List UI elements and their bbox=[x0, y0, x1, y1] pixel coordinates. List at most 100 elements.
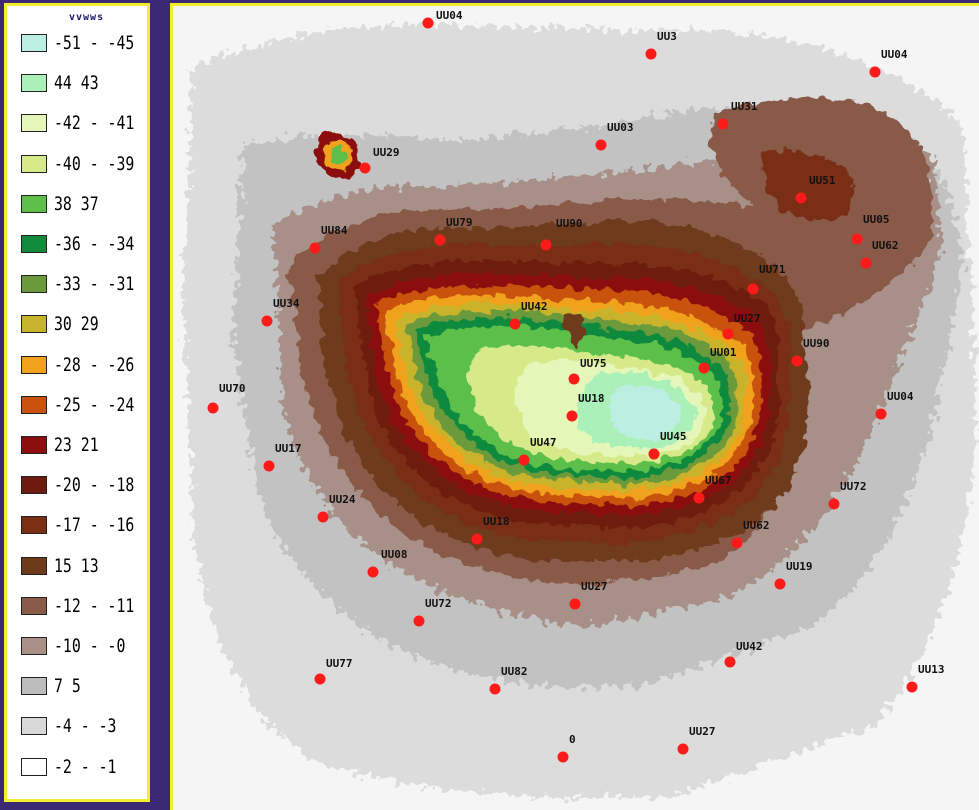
station-marker[interactable]: UU04 bbox=[875, 390, 914, 420]
station-marker[interactable]: UU90 bbox=[791, 337, 830, 367]
station-label: UU18 bbox=[578, 392, 605, 405]
station-dot[interactable] bbox=[677, 743, 689, 755]
legend-item: -20 - -18 bbox=[21, 472, 149, 498]
station-dot[interactable] bbox=[413, 615, 425, 627]
station-dot[interactable] bbox=[309, 242, 321, 254]
station-dot[interactable] bbox=[828, 498, 840, 510]
station-dot[interactable] bbox=[724, 656, 736, 668]
station-label: UU24 bbox=[329, 493, 356, 506]
station-marker[interactable]: UU71 bbox=[747, 263, 786, 295]
station-dot[interactable] bbox=[314, 673, 326, 685]
station-dot[interactable] bbox=[261, 315, 273, 327]
contour-zones bbox=[288, 164, 933, 586]
station-marker[interactable]: UU62 bbox=[731, 519, 770, 549]
station-marker[interactable]: UU82 bbox=[489, 665, 528, 695]
station-dot[interactable] bbox=[722, 328, 734, 340]
station-label: UU42 bbox=[736, 640, 763, 653]
station-dot[interactable] bbox=[359, 162, 371, 174]
station-marker[interactable]: UU34 bbox=[261, 297, 300, 327]
station-marker[interactable]: UU04 bbox=[869, 48, 908, 78]
station-dot[interactable] bbox=[869, 66, 881, 78]
station-marker[interactable]: UU3 bbox=[645, 30, 677, 60]
station-marker[interactable]: 0 bbox=[557, 733, 576, 763]
station-dot[interactable] bbox=[645, 48, 657, 60]
station-marker[interactable]: UU51 bbox=[795, 174, 836, 204]
station-marker[interactable]: UU84 bbox=[309, 224, 348, 254]
station-dot[interactable] bbox=[422, 17, 434, 29]
station-dot[interactable] bbox=[317, 511, 329, 523]
legend-swatch bbox=[21, 596, 47, 615]
station-dot[interactable] bbox=[566, 410, 578, 422]
station-marker[interactable]: UU13 bbox=[906, 663, 945, 693]
map-legend: vvwws -51 - -45 44 43 -42 - -41 -40 - -39 38… bbox=[4, 3, 150, 802]
contour-map[interactable]: UU04 UU3 UU04 UU31 UU03 UU29 UU51 UU84 UU79 UU90 U… bbox=[170, 3, 979, 810]
legend-label: 30 29 bbox=[54, 313, 99, 336]
station-dot[interactable] bbox=[851, 233, 863, 245]
station-marker[interactable]: UU72 bbox=[828, 480, 867, 510]
station-marker[interactable]: UU90 bbox=[540, 217, 583, 251]
station-marker[interactable]: UU18 bbox=[471, 515, 510, 545]
contour-map-canvas[interactable]: UU04 UU3 UU04 UU31 UU03 UU29 UU51 UU84 UU79 UU90 U… bbox=[173, 6, 979, 810]
station-marker[interactable]: UU72 bbox=[413, 597, 452, 627]
station-marker[interactable]: UU42 bbox=[724, 640, 763, 668]
station-marker[interactable]: UU47 bbox=[518, 436, 557, 466]
station-marker[interactable]: UU77 bbox=[314, 657, 353, 685]
station-dot[interactable] bbox=[860, 257, 872, 269]
station-marker[interactable]: UU17 bbox=[263, 442, 302, 472]
station-dot[interactable] bbox=[207, 402, 219, 414]
station-marker[interactable]: UU31 bbox=[717, 100, 758, 130]
station-marker[interactable]: UU27 bbox=[722, 312, 761, 340]
station-marker[interactable]: UU04 bbox=[422, 9, 463, 29]
station-dot[interactable] bbox=[747, 283, 759, 295]
station-marker[interactable]: UU03 bbox=[595, 121, 634, 151]
station-dot[interactable] bbox=[791, 355, 803, 367]
station-dot[interactable] bbox=[569, 598, 581, 610]
station-dot[interactable] bbox=[489, 683, 501, 695]
legend-item: -36 - -34 bbox=[21, 231, 149, 257]
station-dot[interactable] bbox=[774, 578, 786, 590]
station-dot[interactable] bbox=[471, 533, 483, 545]
station-marker[interactable]: UU79 bbox=[434, 216, 473, 246]
station-marker[interactable]: UU08 bbox=[367, 548, 408, 578]
station-marker[interactable]: UU05 bbox=[851, 213, 890, 245]
station-marker[interactable]: UU42 bbox=[509, 300, 548, 330]
station-marker[interactable]: UU45 bbox=[648, 430, 687, 460]
legend-item: -10 - -0 bbox=[21, 633, 149, 659]
station-dot[interactable] bbox=[875, 408, 887, 420]
legend-item: -25 - -24 bbox=[21, 392, 149, 418]
station-label: UU72 bbox=[840, 480, 867, 493]
station-dot[interactable] bbox=[540, 239, 552, 251]
station-dot[interactable] bbox=[648, 448, 660, 460]
legend-label: -25 - -24 bbox=[54, 393, 135, 416]
station-dot[interactable] bbox=[509, 318, 521, 330]
station-marker[interactable]: UU70 bbox=[207, 382, 246, 414]
station-marker[interactable]: UU62 bbox=[860, 239, 899, 269]
station-label: UU13 bbox=[918, 663, 945, 676]
station-marker[interactable]: UU24 bbox=[317, 493, 356, 523]
station-marker[interactable]: UU19 bbox=[774, 560, 813, 590]
station-dot[interactable] bbox=[698, 362, 710, 374]
legend-item: 23 21 bbox=[21, 432, 149, 458]
station-dot[interactable] bbox=[906, 681, 918, 693]
station-marker[interactable]: UU27 bbox=[677, 725, 716, 755]
station-marker[interactable]: UU29 bbox=[359, 146, 400, 174]
station-dot[interactable] bbox=[518, 454, 530, 466]
station-label: UU70 bbox=[219, 382, 246, 395]
legend-item: -17 - -16 bbox=[21, 512, 149, 538]
station-dot[interactable] bbox=[557, 751, 569, 763]
station-marker[interactable]: UU75 bbox=[568, 357, 607, 385]
station-dot[interactable] bbox=[693, 492, 705, 504]
station-dot[interactable] bbox=[731, 537, 743, 549]
station-marker[interactable]: UU67 bbox=[693, 474, 732, 504]
legend-item: -4 - -3 bbox=[21, 713, 149, 739]
station-marker[interactable]: UU01 bbox=[698, 346, 737, 374]
station-dot[interactable] bbox=[263, 460, 275, 472]
station-dot[interactable] bbox=[568, 373, 580, 385]
station-dot[interactable] bbox=[717, 118, 729, 130]
station-dot[interactable] bbox=[795, 192, 807, 204]
station-marker[interactable]: UU27 bbox=[569, 580, 608, 610]
station-dot[interactable] bbox=[434, 234, 446, 246]
station-marker[interactable]: UU18 bbox=[566, 392, 605, 422]
station-dot[interactable] bbox=[595, 139, 607, 151]
station-dot[interactable] bbox=[367, 566, 379, 578]
